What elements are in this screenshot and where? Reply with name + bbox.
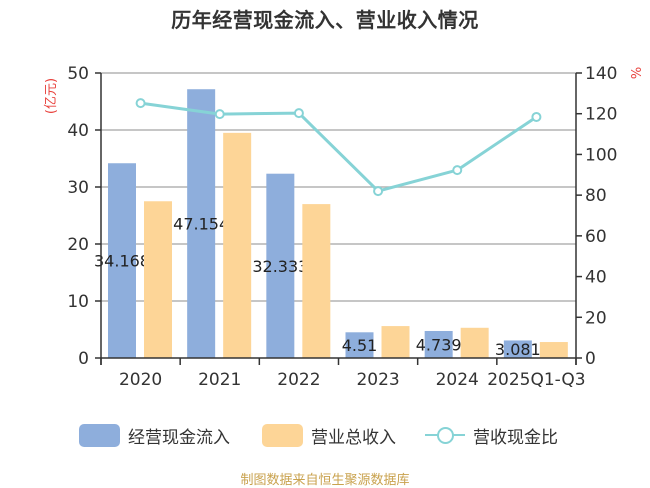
- x-axis-tick-label: 2024: [436, 370, 479, 390]
- data-label: 32.333: [252, 257, 308, 276]
- line-cash-ratio: [140, 101, 538, 193]
- right-axis-tick-label: 80: [585, 186, 607, 206]
- x-axis-tick-label: 2021: [198, 370, 241, 390]
- data-label: 4.739: [416, 335, 462, 354]
- right-axis-tick-label: 20: [585, 308, 607, 328]
- data-label: 3.081: [495, 340, 541, 359]
- source-footer: 制图数据来自恒生聚源数据库: [240, 473, 410, 488]
- right-axis-unit-label: %: [630, 67, 645, 79]
- bar-revenue: [460, 327, 489, 358]
- legend-label: 营收现金比: [473, 427, 558, 448]
- bar-revenue: [144, 201, 172, 358]
- line-point-marker: [531, 111, 542, 122]
- chart-plot: 34.168 47.154 32.333 4.51 4.739 3.081 0 10 20 30 4…: [44, 64, 645, 390]
- bar-cash-inflow: [108, 163, 136, 358]
- left-axis-unit-label: (亿元): [44, 78, 59, 114]
- x-axis-tick-label: 2025Q1-Q3: [487, 370, 585, 390]
- legend-swatch-revenue: [262, 423, 303, 447]
- right-axis-tick-label: 40: [585, 268, 607, 288]
- left-axis-tick-label: 20: [67, 235, 89, 255]
- legend-item-revenue[interactable]: 营业总收入: [262, 422, 396, 448]
- x-axis-tick-label: 2022: [277, 370, 320, 390]
- data-label: 47.154: [173, 215, 229, 234]
- left-axis-tick-label: 0: [78, 349, 89, 369]
- legend-item-cash-inflow[interactable]: 经营现金流入: [79, 422, 230, 448]
- x-axis-tick-label: 2023: [356, 370, 399, 390]
- bar-revenue: [539, 342, 568, 358]
- data-label: 34.168: [94, 252, 150, 271]
- left-axis-tick-label: 40: [67, 121, 89, 141]
- bar-revenue: [223, 132, 252, 358]
- bar-revenue: [302, 204, 331, 358]
- right-axis-tick-label: 60: [585, 227, 607, 247]
- line-point-marker: [293, 108, 304, 119]
- line-point-marker: [452, 165, 463, 176]
- data-label: 4.51: [342, 336, 378, 355]
- line-point-marker: [135, 98, 146, 109]
- line-point-marker: [214, 109, 225, 120]
- left-axis-tick-label: 10: [67, 292, 89, 312]
- legend-label: 经营现金流入: [128, 427, 230, 448]
- bar-revenue: [381, 326, 410, 358]
- right-axis-tick-label: 120: [585, 105, 617, 125]
- bar-cash-inflow: [187, 89, 216, 358]
- legend: 经营现金流入 营业总收入 营收现金比: [0, 422, 650, 450]
- right-axis-tick-label: 140: [585, 64, 617, 84]
- chart-title: 历年经营现金流入、营业收入情况: [171, 8, 479, 32]
- x-axis-tick-label: 2020: [119, 370, 162, 390]
- legend-swatch-cash-inflow: [79, 423, 120, 447]
- legend-item-cash-ratio[interactable]: 营收现金比: [425, 422, 558, 448]
- right-axis-tick-label: 0: [585, 349, 596, 369]
- bar-cash-inflow: [266, 173, 295, 358]
- legend-line-circle-icon: [425, 423, 465, 447]
- left-axis-tick-label: 50: [67, 64, 89, 84]
- bar-cash-inflow: [503, 340, 532, 358]
- bar-cash-inflow: [345, 332, 374, 358]
- line-point-marker: [373, 186, 384, 197]
- right-axis-tick-label: 100: [585, 145, 617, 165]
- legend-label: 营业总收入: [311, 427, 396, 448]
- bar-cash-inflow: [424, 330, 453, 358]
- left-axis-tick-label: 30: [67, 178, 89, 198]
